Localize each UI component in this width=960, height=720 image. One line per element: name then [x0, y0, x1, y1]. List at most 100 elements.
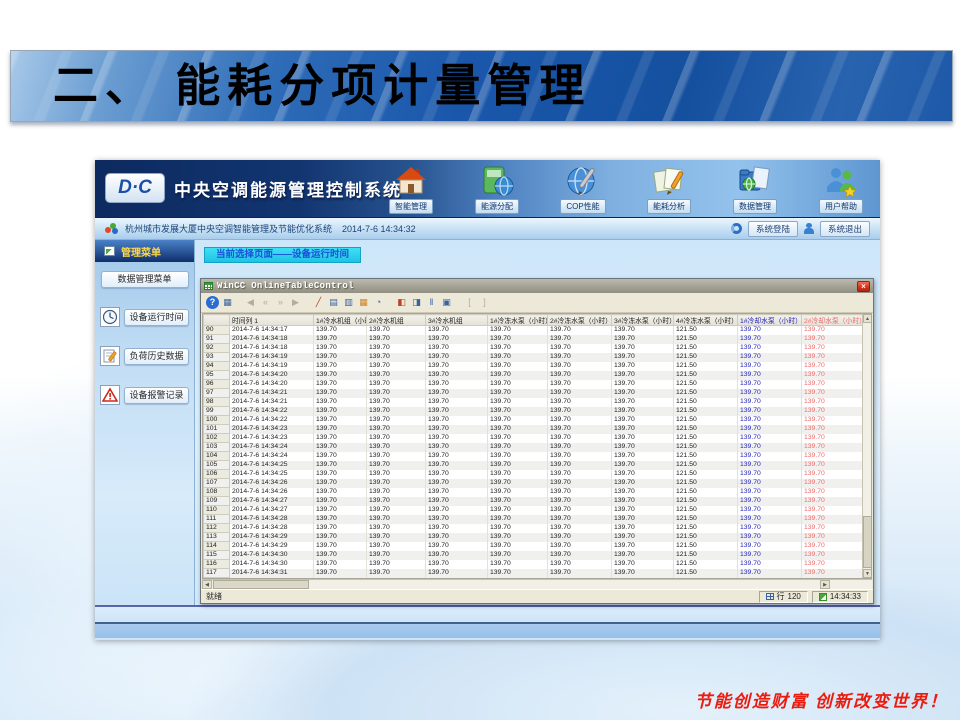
table-row[interactable]: 112 2014-7-6 14:34:28 139.70 139.70 139.70 13… [203, 523, 871, 533]
row-number-cell[interactable]: 92 [203, 343, 230, 353]
table-cell[interactable]: 139.70 [366, 370, 426, 380]
table-cell[interactable]: 2014-7-6 14:34:31 [229, 577, 314, 578]
table-cell[interactable]: 139.70 [487, 550, 548, 560]
table-cell[interactable]: 139.70 [487, 541, 548, 551]
table-row[interactable]: 103 2014-7-6 14:34:24 139.70 139.70 139.70 13… [203, 442, 871, 452]
first-record-icon[interactable]: ◀ [247, 297, 254, 307]
table-cell[interactable]: 121.50 [673, 532, 738, 542]
table-cell[interactable]: 139.70 [801, 334, 871, 344]
table-cell[interactable]: 121.50 [673, 550, 738, 560]
table-cell[interactable]: 2014-7-6 14:34:30 [229, 559, 314, 569]
table-cell[interactable]: 139.70 [313, 325, 367, 335]
table-cell[interactable]: 139.70 [313, 469, 367, 479]
table-cell[interactable]: 2014-7-6 14:34:24 [229, 442, 314, 452]
export-next-icon[interactable]: ◨ [412, 297, 421, 307]
table-cell[interactable]: 2014-7-6 14:34:29 [229, 532, 314, 542]
table-cell[interactable]: 139.70 [487, 343, 548, 353]
row-number-cell[interactable]: 106 [203, 469, 230, 479]
table-cell[interactable]: 139.70 [801, 550, 871, 560]
table-cell[interactable]: 139.70 [313, 352, 367, 362]
table-cell[interactable]: 139.70 [737, 343, 802, 353]
table-row[interactable]: 98 2014-7-6 14:34:21 139.70 139.70 139.70 139… [203, 397, 871, 407]
table-cell[interactable]: 139.70 [801, 514, 871, 524]
table-row[interactable]: 117 2014-7-6 14:34:31 139.70 139.70 139.70 13… [203, 568, 871, 578]
table-cell[interactable]: 121.50 [673, 415, 738, 425]
table-cell[interactable]: 139.70 [801, 352, 871, 362]
table-cell[interactable]: 139.70 [487, 496, 548, 506]
table-cell[interactable]: 139.70 [425, 379, 488, 389]
table-cell[interactable]: 139.70 [487, 352, 548, 362]
row-number-cell[interactable]: 112 [203, 523, 230, 533]
table-cell[interactable]: 139.70 [737, 370, 802, 380]
table-cell[interactable]: 121.50 [673, 442, 738, 452]
table-cell[interactable]: 2014-7-6 14:34:25 [229, 469, 314, 479]
system-login-button[interactable]: 系统登陆 [747, 220, 798, 237]
table-cell[interactable]: 139.70 [313, 406, 367, 416]
row-number-cell[interactable]: 91 [203, 334, 230, 344]
table-cell[interactable]: 139.70 [611, 532, 674, 542]
sidebar-item-runtime[interactable]: 设备运行时间 [100, 307, 189, 327]
table-cell[interactable]: 139.70 [611, 343, 674, 353]
table-row[interactable]: 102 2014-7-6 14:34:23 139.70 139.70 139.70 13… [203, 433, 871, 443]
table-cell[interactable]: 139.70 [487, 406, 548, 416]
table-cell[interactable]: 139.70 [611, 433, 674, 443]
table-cell[interactable]: 139.70 [801, 505, 871, 515]
table-cell[interactable]: 139.70 [611, 370, 674, 380]
table-cell[interactable]: 139.70 [801, 532, 871, 542]
table-cell[interactable]: 139.70 [801, 361, 871, 371]
table-cell[interactable]: 139.70 [737, 325, 802, 335]
table-cell[interactable]: 139.70 [366, 343, 426, 353]
export-first-icon[interactable]: ◧ [397, 297, 406, 307]
row-number-cell[interactable]: 117 [203, 568, 230, 578]
table-cell[interactable]: 139.70 [487, 397, 548, 407]
table-cell[interactable]: 121.50 [673, 514, 738, 524]
table-row[interactable]: 113 2014-7-6 14:34:29 139.70 139.70 139.70 13… [203, 532, 871, 542]
row-number-cell[interactable]: 97 [203, 388, 230, 398]
table-cell[interactable]: 139.70 [611, 487, 674, 497]
table-cell[interactable]: 139.70 [547, 523, 612, 533]
table-cell[interactable]: 139.70 [547, 532, 612, 542]
table-cell[interactable]: 139.70 [547, 469, 612, 479]
table-row[interactable]: 104 2014-7-6 14:34:24 139.70 139.70 139.70 13… [203, 451, 871, 461]
table-cell[interactable]: 139.70 [425, 442, 488, 452]
row-number-cell[interactable]: 113 [203, 532, 230, 542]
table-cell[interactable]: 139.70 [313, 559, 367, 569]
table-cell[interactable]: 139.70 [611, 352, 674, 362]
table-cell[interactable]: 121.50 [673, 370, 738, 380]
table-cell[interactable]: 139.70 [801, 469, 871, 479]
table-cell[interactable]: 139.70 [547, 478, 612, 488]
table-cell[interactable]: 121.50 [673, 451, 738, 461]
table-cell[interactable]: 139.70 [737, 559, 802, 569]
table-cell[interactable]: 139.70 [487, 505, 548, 515]
table-cell[interactable]: 139.70 [611, 460, 674, 470]
table-cell[interactable]: 139.70 [611, 406, 674, 416]
table-cell[interactable]: 139.70 [801, 487, 871, 497]
table-cell[interactable]: 2014-7-6 14:34:19 [229, 352, 314, 362]
table-cell[interactable]: 139.70 [313, 478, 367, 488]
table-cell[interactable]: 121.50 [673, 577, 738, 578]
table-cell[interactable]: 139.70 [801, 433, 871, 443]
table-cell[interactable]: 139.70 [313, 415, 367, 425]
table-cell[interactable]: 2014-7-6 14:34:28 [229, 523, 314, 533]
scroll-right-icon[interactable]: ▶ [820, 580, 830, 589]
nav-item-cop-performance[interactable]: COP性能 [552, 165, 614, 214]
table-cell[interactable]: 139.70 [366, 424, 426, 434]
table-cell[interactable]: 139.70 [801, 343, 871, 353]
scroll-down-icon[interactable]: ▼ [863, 569, 871, 578]
table-cell[interactable]: 139.70 [487, 523, 548, 533]
table-cell[interactable]: 139.70 [737, 487, 802, 497]
table-cell[interactable]: 139.70 [611, 397, 674, 407]
table-cell[interactable]: 139.70 [366, 541, 426, 551]
fast-forward-icon[interactable]: » [277, 297, 283, 307]
table-cell[interactable]: 139.70 [801, 451, 871, 461]
table-row[interactable]: 92 2014-7-6 14:34:18 139.70 139.70 139.70 139… [203, 343, 871, 353]
table-cell[interactable]: 139.70 [366, 487, 426, 497]
row-number-cell[interactable]: 111 [203, 514, 230, 524]
table-cell[interactable]: 139.70 [737, 514, 802, 524]
edit-icon[interactable]: ╱ [315, 297, 322, 307]
table-cell[interactable]: 139.70 [547, 370, 612, 380]
table-cell[interactable]: 2014-7-6 14:34:19 [229, 361, 314, 371]
table-cell[interactable]: 139.70 [611, 514, 674, 524]
nav-item-energy-analysis[interactable]: 能耗分析 [638, 165, 700, 214]
table-cell[interactable]: 139.70 [801, 388, 871, 398]
